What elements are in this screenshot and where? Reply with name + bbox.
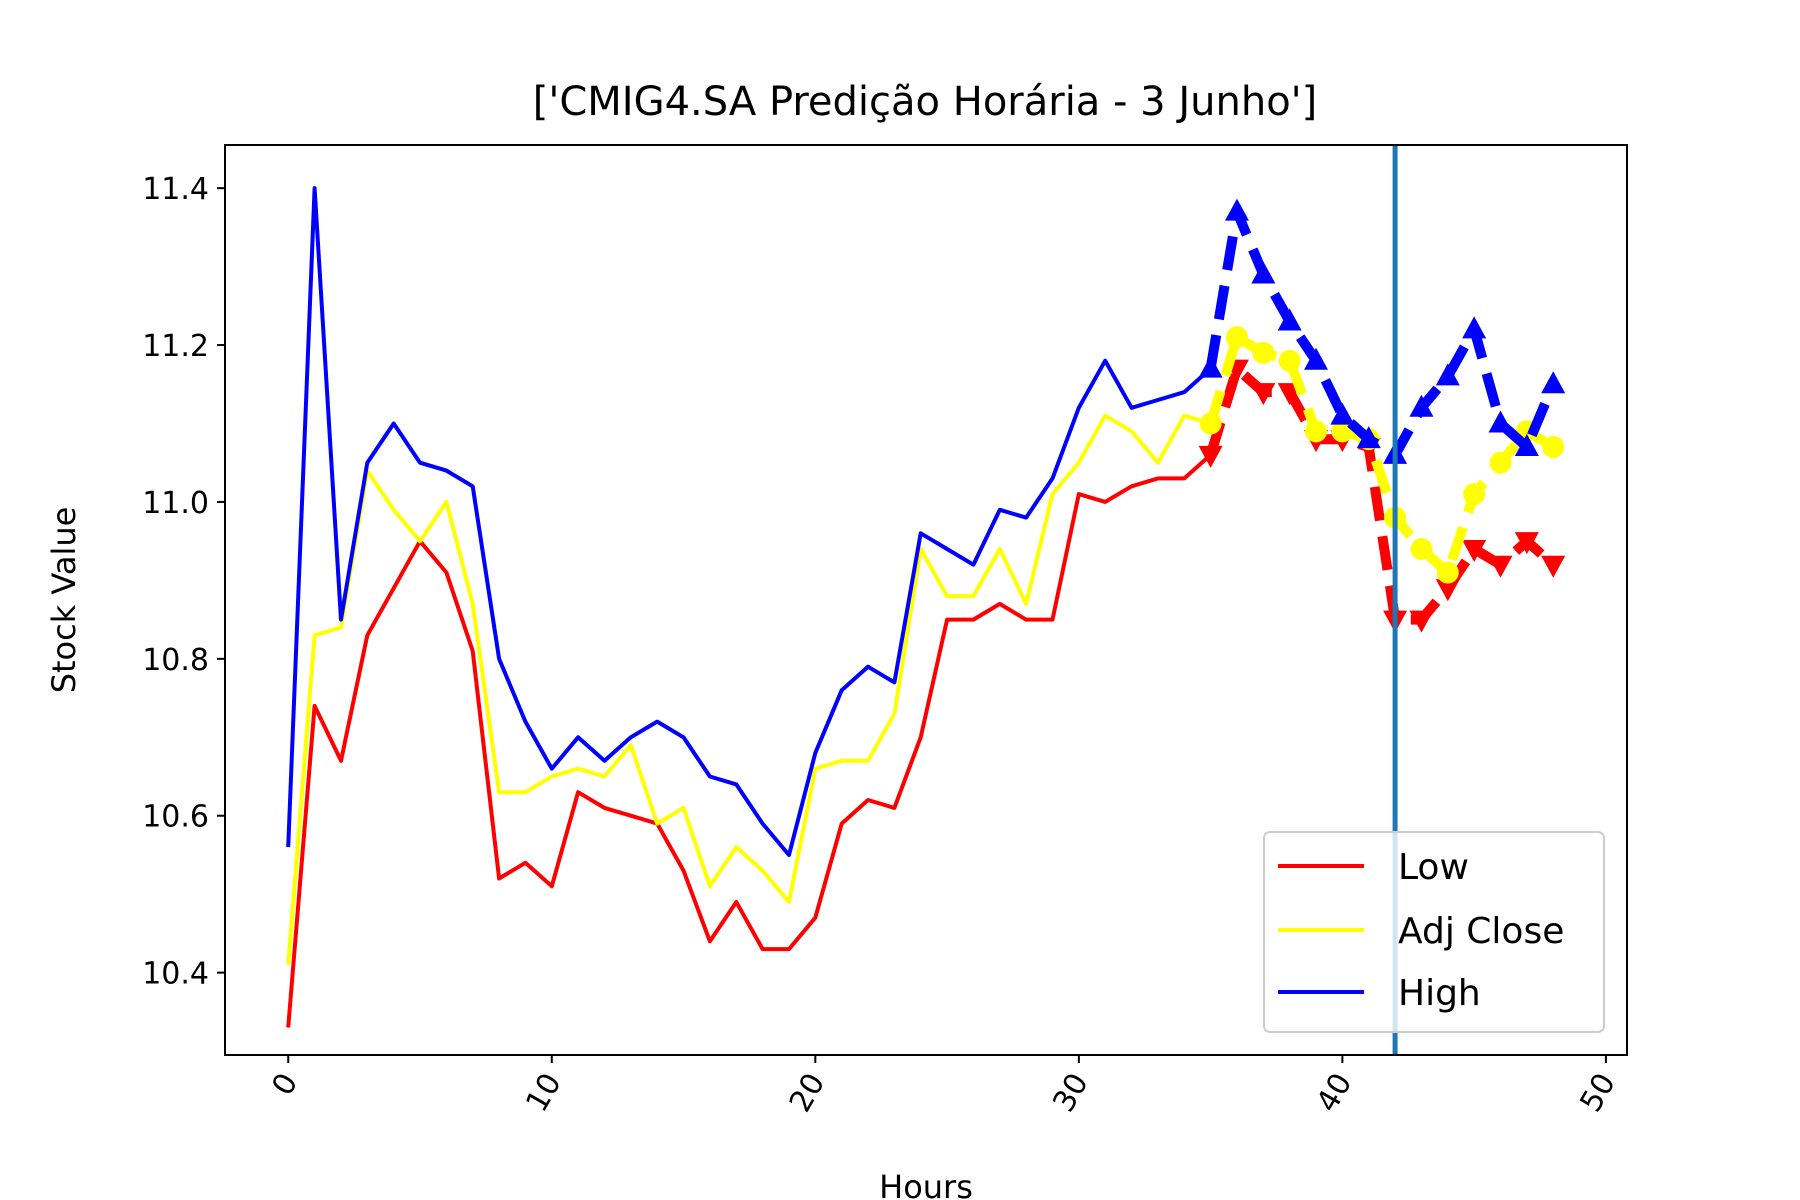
series-line-high [286,186,1212,857]
series-line-low [286,453,1212,1028]
low-prediction-point [1251,383,1276,406]
adj-close-prediction-point [1305,420,1328,443]
y-tick-label: 11.0 [142,486,209,521]
y-tick-label: 10.8 [142,643,209,678]
high-prediction-point [1435,363,1460,386]
adj-close-prediction-point [1225,326,1248,349]
plot-frame [224,144,1628,1056]
adj-close-prediction-point [1463,483,1486,506]
y-tick-label: 10.4 [142,957,209,992]
chart-title: ['CMIG4.SA Predição Horária - 3 Junho'] [533,79,1318,125]
low-prediction-point [1514,532,1539,555]
adj-close-prediction-point [1278,349,1301,372]
adj-close-prediction-point [1252,341,1275,364]
high-prediction-point [1409,394,1434,417]
low-prediction-point [1462,540,1487,563]
series-line-adj-close [286,413,1212,965]
high-prediction-point [1251,261,1276,284]
adj-close-prediction-point [1542,436,1565,459]
legend-label-low: Low [1398,847,1469,888]
y-tick-label: 10.6 [142,800,209,835]
legend-label-adj-close: Adj Close [1398,911,1564,952]
high-prediction-point [1356,426,1381,449]
high-prediction-point [1198,355,1223,378]
low-prediction-point [1198,445,1223,468]
high-prediction-point [1330,402,1355,425]
low-prediction-point [1541,555,1566,578]
legend-label-high: High [1398,973,1481,1014]
y-axis-label: Stock Value [45,507,83,694]
high-prediction-point [1277,308,1302,331]
high-prediction-point [1462,316,1487,339]
legend: Low Adj Close High [1263,831,1605,1033]
high-prediction-point [1541,371,1566,394]
adj-close-prediction-point [1410,538,1433,561]
low-prediction-point [1435,579,1460,602]
low-prediction-point [1409,610,1434,633]
high-prediction-point [1488,410,1513,433]
y-tick-label: 11.2 [142,329,209,364]
adj-close-prediction-point [1199,412,1222,435]
legend-box [1263,831,1605,1033]
y-tick-label: 11.4 [142,172,209,207]
adj-close-prediction-point [1436,561,1459,584]
high-prediction-point [1224,198,1249,221]
high-prediction-point [1514,434,1539,457]
high-prediction-point [1304,347,1329,370]
low-prediction-point [1488,555,1513,578]
x-axis-label: Hours [879,1168,973,1200]
adj-close-prediction-point [1489,451,1512,474]
